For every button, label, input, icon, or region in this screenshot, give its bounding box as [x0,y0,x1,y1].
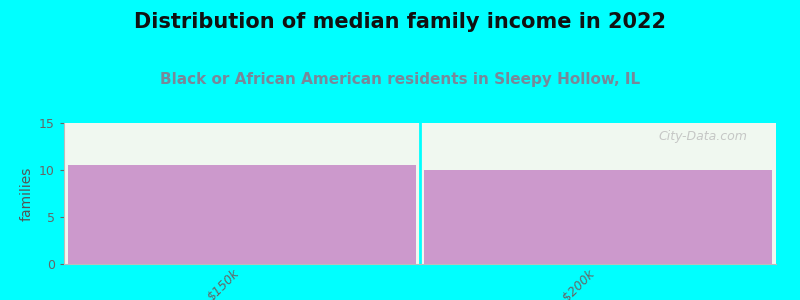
Bar [423,170,773,264]
Text: Distribution of median family income in 2022: Distribution of median family income in … [134,12,666,32]
Y-axis label: families: families [19,166,34,221]
Text: City-Data.com: City-Data.com [658,130,747,143]
Text: Black or African American residents in Sleepy Hollow, IL: Black or African American residents in S… [160,72,640,87]
Bar [67,165,417,264]
